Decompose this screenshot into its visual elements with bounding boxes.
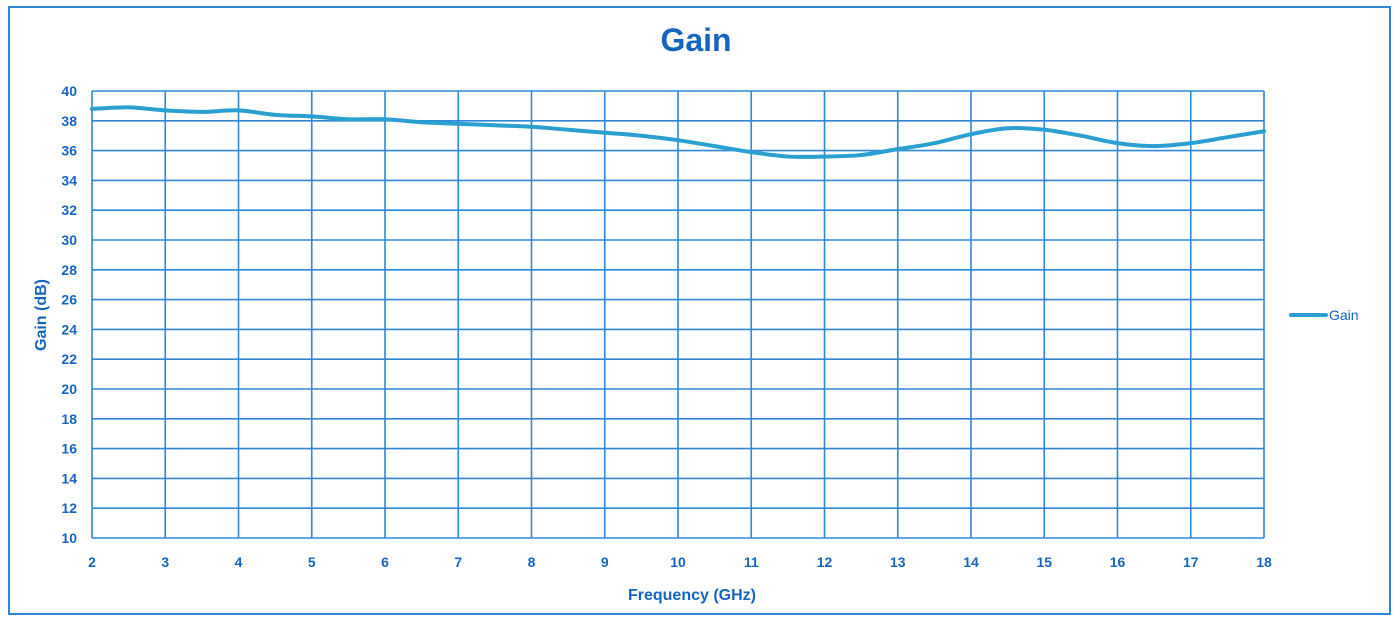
x-tick-label: 3 bbox=[161, 554, 169, 570]
y-tick-label: 16 bbox=[61, 441, 77, 457]
x-tick-label: 11 bbox=[744, 554, 759, 570]
x-tick-label: 13 bbox=[890, 554, 906, 570]
y-tick-label: 26 bbox=[61, 292, 77, 308]
x-tick-label: 17 bbox=[1183, 554, 1199, 570]
y-tick-label: 28 bbox=[61, 262, 77, 278]
x-tick-label: 4 bbox=[235, 554, 243, 570]
y-tick-label: 20 bbox=[61, 381, 77, 397]
y-tick-label: 24 bbox=[61, 321, 77, 337]
x-axis-label: Frequency (GHz) bbox=[628, 587, 756, 604]
x-tick-label: 12 bbox=[817, 554, 833, 570]
y-tick-label: 12 bbox=[61, 500, 77, 516]
y-tick-label: 38 bbox=[61, 113, 77, 129]
y-tick-label: 40 bbox=[61, 83, 77, 99]
y-tick-label: 14 bbox=[61, 470, 77, 486]
y-tick-label: 18 bbox=[61, 411, 77, 427]
y-tick-label: 32 bbox=[61, 202, 77, 218]
x-tick-labels: 2 3 4 5 6 7 8 9 10 11 12 13 14 15 16 17 18 bbox=[88, 554, 1272, 570]
grid bbox=[91, 90, 1265, 539]
x-tick-label: 6 bbox=[381, 554, 389, 570]
x-tick-label: 5 bbox=[308, 554, 316, 570]
x-tick-label: 9 bbox=[601, 554, 609, 570]
y-tick-label: 34 bbox=[61, 172, 77, 188]
y-tick-label: 22 bbox=[61, 351, 77, 367]
y-tick-label: 36 bbox=[61, 143, 77, 159]
y-tick-labels: 10 12 14 16 18 20 22 24 26 28 30 32 34 36 38 40 bbox=[61, 83, 77, 546]
y-tick-label: 10 bbox=[61, 530, 77, 546]
x-tick-label: 16 bbox=[1110, 554, 1126, 570]
y-axis-label: Gain (dB) bbox=[33, 279, 50, 351]
x-tick-label: 14 bbox=[963, 554, 979, 570]
x-tick-label: 10 bbox=[670, 554, 686, 570]
x-tick-label: 8 bbox=[528, 554, 536, 570]
legend-label-gain: Gain bbox=[1329, 307, 1359, 323]
chart-title: Gain bbox=[660, 22, 732, 58]
x-tick-label: 15 bbox=[1036, 554, 1052, 570]
y-tick-label: 30 bbox=[61, 232, 77, 248]
legend: Gain bbox=[1289, 307, 1359, 323]
x-tick-label: 18 bbox=[1256, 554, 1272, 570]
series-line-gain bbox=[90, 105, 1266, 159]
x-tick-label: 2 bbox=[88, 554, 96, 570]
x-tick-label: 7 bbox=[454, 554, 462, 570]
series-layer bbox=[90, 105, 1266, 159]
